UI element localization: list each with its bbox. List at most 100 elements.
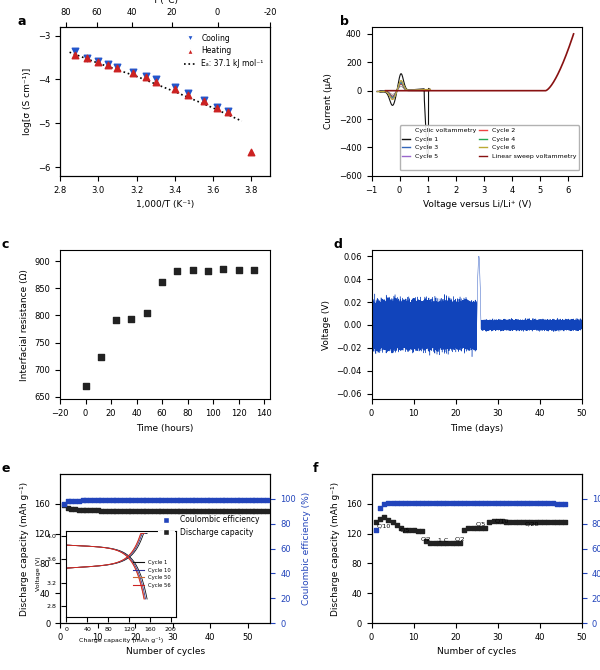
Text: C/20: C/20 <box>524 521 539 526</box>
Coulombic efficiency <box>164 494 174 505</box>
Point <box>523 517 532 527</box>
Point <box>170 82 179 92</box>
Point <box>531 517 541 527</box>
Discharge capacity <box>119 505 128 516</box>
Point <box>510 517 520 527</box>
Discharge capacity <box>123 505 133 516</box>
Point <box>481 497 490 508</box>
Linear sweep voltammetry <box>430 86 437 94</box>
Coulombic efficiency <box>142 494 151 505</box>
Text: f: f <box>313 462 318 475</box>
Cycle 5 <box>398 78 405 86</box>
Coulombic efficiency <box>251 494 260 505</box>
Cycle 1 <box>376 88 383 96</box>
Discharge capacity <box>236 505 245 516</box>
Discharge capacity <box>127 505 136 516</box>
Point <box>548 517 557 527</box>
Discharge capacity <box>63 502 73 513</box>
Coulombic efficiency <box>258 494 268 505</box>
X-axis label: Time (days): Time (days) <box>450 423 503 433</box>
Text: c: c <box>1 239 8 251</box>
Cycle 2 <box>389 92 396 100</box>
Discharge capacity <box>262 505 272 516</box>
Discharge capacity <box>138 505 148 516</box>
Point <box>535 497 545 508</box>
Coulombic efficiency <box>175 494 185 505</box>
Point <box>514 497 524 508</box>
Discharge capacity <box>164 505 174 516</box>
Point <box>438 538 448 549</box>
Discharge capacity <box>194 505 204 516</box>
Point <box>510 497 520 508</box>
Point <box>485 517 494 527</box>
Coulombic efficiency <box>82 494 91 505</box>
Point <box>94 56 103 67</box>
Cycle 1 <box>418 86 425 94</box>
Cycle 5 <box>397 77 404 85</box>
Point <box>404 525 414 535</box>
Discharge capacity <box>191 505 200 516</box>
Point <box>388 497 397 508</box>
Discharge capacity <box>247 505 256 516</box>
Discharge capacity <box>179 505 189 516</box>
Discharge capacity <box>89 505 98 515</box>
Cycle 6 <box>374 88 381 96</box>
Coulombic efficiency <box>70 496 80 507</box>
Point <box>249 265 259 275</box>
Linear sweep voltammetry <box>382 86 389 94</box>
Coulombic efficiency <box>168 494 178 505</box>
Cycle 3 <box>397 79 404 87</box>
Line: Cycle 1: Cycle 1 <box>380 74 429 156</box>
Point <box>552 498 562 509</box>
Discharge capacity <box>258 505 268 516</box>
Text: a: a <box>18 15 26 28</box>
Point <box>224 107 233 118</box>
Cycle 6 <box>414 86 421 94</box>
Discharge capacity <box>74 505 83 515</box>
Text: C/10: C/10 <box>377 523 391 529</box>
Linear sweep voltammetry <box>415 86 422 94</box>
Cycle 4 <box>405 86 412 94</box>
Point <box>400 525 410 535</box>
Point <box>81 381 91 391</box>
Cycle 4 <box>389 94 396 102</box>
Cycle 1 <box>400 82 407 90</box>
Point <box>468 497 478 508</box>
Point <box>388 517 397 528</box>
Coulombic efficiency <box>119 494 128 505</box>
Point <box>502 517 511 527</box>
Point <box>430 497 439 508</box>
Point <box>556 517 566 527</box>
Point <box>413 526 422 537</box>
Linear sweep voltammetry <box>467 86 474 94</box>
Point <box>383 515 393 525</box>
Point <box>417 526 427 537</box>
Coulombic efficiency <box>221 494 230 505</box>
Discharge capacity <box>67 504 76 515</box>
Coulombic efficiency <box>115 494 125 505</box>
Line: Cycle 3: Cycle 3 <box>377 83 430 97</box>
Coulombic efficiency <box>123 494 133 505</box>
Point <box>502 497 511 508</box>
Discharge capacity <box>243 505 253 516</box>
Legend: Coulombic efficiency, Discharge capacity: Coulombic efficiency, Discharge capacity <box>155 513 262 540</box>
Point <box>518 517 528 527</box>
Discharge capacity <box>149 505 159 516</box>
Coulombic efficiency <box>194 494 204 505</box>
Point <box>379 498 389 509</box>
Coulombic efficiency <box>202 494 211 505</box>
Coulombic efficiency <box>198 494 208 505</box>
Cycle 1 <box>376 86 383 94</box>
Point <box>170 84 179 94</box>
Line: Cycle 6: Cycle 6 <box>377 80 430 100</box>
Discharge capacity <box>183 505 193 516</box>
Cycle 1 <box>382 88 389 96</box>
Discharge capacity <box>100 505 110 516</box>
Discharge capacity <box>217 505 226 516</box>
Point <box>82 53 92 64</box>
Point <box>127 314 136 324</box>
Cycle 4 <box>397 78 404 86</box>
Point <box>199 96 208 107</box>
Cycle 5 <box>409 86 416 94</box>
Discharge capacity <box>160 505 170 516</box>
